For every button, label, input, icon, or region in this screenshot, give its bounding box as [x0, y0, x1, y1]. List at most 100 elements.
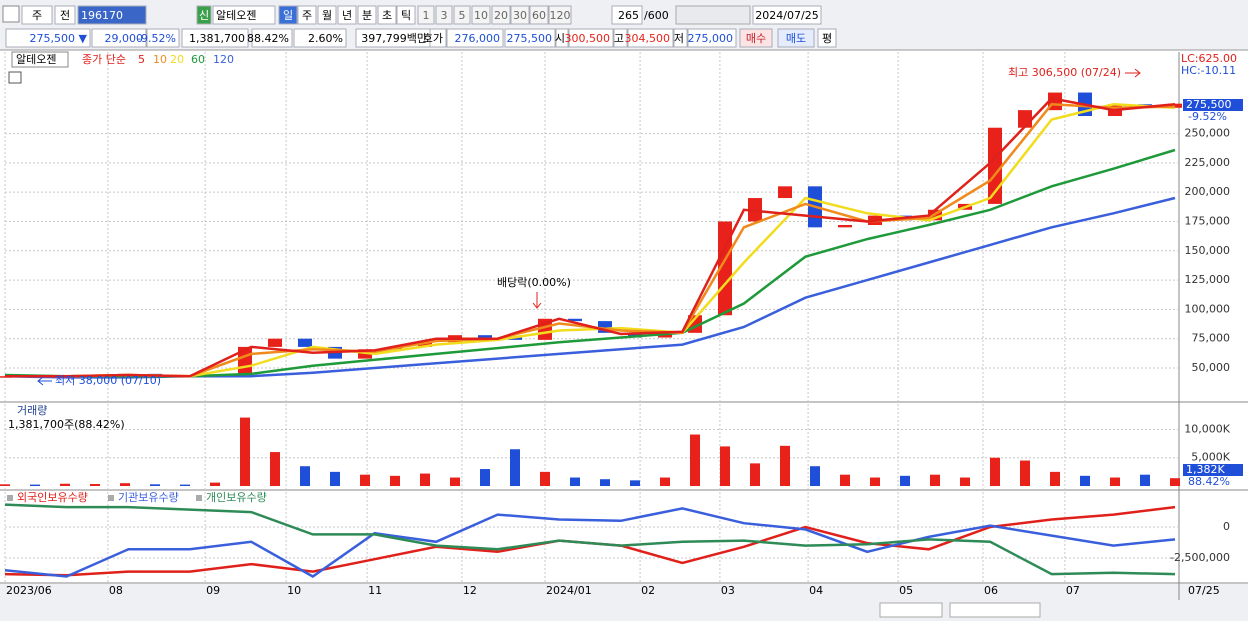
button-label[interactable]: 틱 — [401, 9, 411, 22]
candle — [598, 321, 612, 333]
y-tick-label: 5,000K — [1191, 451, 1230, 464]
button-label[interactable]: 196170 — [81, 9, 123, 22]
field-text: 시 — [555, 32, 565, 45]
legend-entry: 60 — [191, 53, 205, 66]
button-label[interactable]: 30 — [513, 9, 527, 22]
button[interactable] — [752, 5, 822, 25]
tool-icons[interactable] — [675, 5, 751, 25]
button[interactable] — [77, 5, 147, 25]
volume-bar — [780, 445, 790, 486]
button[interactable] — [377, 5, 397, 25]
button[interactable] — [357, 5, 377, 25]
button-label[interactable]: 1 — [423, 9, 430, 22]
field — [673, 28, 688, 48]
field — [504, 28, 556, 48]
button-label[interactable]: 5 — [459, 9, 466, 22]
button-label[interactable]: 60 — [532, 9, 546, 22]
button[interactable] — [21, 5, 53, 25]
button[interactable] — [817, 28, 837, 48]
field-text: 1,381,700 — [189, 32, 245, 45]
button-label[interactable]: 년 — [342, 9, 352, 22]
field-text: 275,000 — [688, 32, 734, 45]
volume-bar — [1020, 460, 1030, 486]
volume-bar — [750, 463, 760, 486]
field-text: 29,000 — [105, 32, 144, 45]
button-label[interactable]: 초 — [382, 9, 392, 22]
button-label[interactable]: 월 — [322, 9, 332, 22]
scroll-controls[interactable] — [879, 602, 943, 618]
y-tick-label: 125,000 — [1185, 273, 1231, 286]
y-tick-label: 200,000 — [1185, 185, 1231, 198]
field — [181, 28, 249, 48]
ma-line — [4, 196, 1176, 379]
button[interactable] — [297, 5, 317, 25]
button[interactable] — [337, 5, 357, 25]
volume-bar — [420, 473, 430, 486]
x-tick-label: 2023/06 — [6, 584, 52, 597]
last-price-box — [1183, 99, 1243, 111]
lc-label: LC:625.00 — [1181, 52, 1237, 65]
button-label[interactable]: 2024/07/25 — [755, 9, 818, 22]
button[interactable] — [471, 5, 491, 25]
x-tick-label: 04 — [809, 584, 823, 597]
field — [429, 28, 447, 48]
volume-bar — [450, 477, 460, 486]
field — [627, 28, 674, 48]
button[interactable] — [739, 28, 773, 48]
legend-swatch — [7, 495, 13, 501]
button[interactable] — [491, 5, 511, 25]
volume-bar — [510, 449, 520, 486]
volume-bar — [1050, 471, 1060, 486]
button-label[interactable]: 주 — [302, 9, 312, 22]
button[interactable] — [317, 5, 337, 25]
zoom-slider[interactable] — [949, 602, 1041, 618]
legend-entry: 20 — [170, 53, 184, 66]
volume-bar — [990, 457, 1000, 486]
candle — [1168, 103, 1182, 108]
x-tick-label: 02 — [641, 584, 655, 597]
button-label[interactable]: 10 — [474, 9, 488, 22]
holding-line — [4, 507, 1176, 578]
button-label[interactable]: 일 — [283, 8, 293, 22]
volume-bar — [330, 471, 340, 486]
hc-label: HC:-10.11 — [1181, 64, 1236, 77]
button-label[interactable]: 20 — [494, 9, 508, 22]
button-label[interactable]: 신 — [199, 9, 209, 22]
button-label[interactable]: 주 — [32, 9, 42, 22]
button[interactable] — [548, 5, 572, 25]
legend-swatch — [196, 495, 202, 501]
button-label[interactable]: 평 — [822, 32, 832, 45]
button[interactable] — [396, 5, 416, 25]
button[interactable] — [278, 5, 298, 25]
candle — [778, 186, 792, 199]
button[interactable] — [196, 5, 212, 25]
button[interactable] — [453, 5, 471, 25]
button-label[interactable]: 분 — [362, 9, 372, 22]
button[interactable] — [529, 5, 549, 25]
volume-bar — [150, 484, 160, 486]
button-label[interactable]: 120 — [550, 9, 571, 22]
volume-bar — [810, 466, 820, 486]
candle — [298, 338, 312, 347]
field — [251, 28, 293, 48]
button-label[interactable]: 3 — [441, 9, 448, 22]
button-label[interactable]: 매도 — [786, 32, 806, 45]
y-tick-label: 10,000K — [1184, 422, 1230, 435]
button[interactable] — [510, 5, 530, 25]
button[interactable] — [777, 28, 815, 48]
candle — [838, 225, 852, 228]
volume-bar — [570, 477, 580, 486]
legend-entry: 기관보유수량 — [118, 491, 179, 504]
y-tick-label: 150,000 — [1185, 244, 1231, 257]
volume-bar — [600, 479, 610, 486]
y-tick-label: 50,000 — [1192, 361, 1231, 374]
candle — [568, 318, 582, 322]
button[interactable] — [417, 5, 435, 25]
button[interactable] — [435, 5, 453, 25]
button-label[interactable]: 매수 — [746, 32, 766, 45]
button-label[interactable]: 전 — [60, 9, 70, 22]
menu-icon[interactable] — [2, 5, 20, 23]
button[interactable] — [54, 5, 76, 25]
grid-icon[interactable] — [8, 71, 22, 84]
candle — [418, 342, 432, 347]
